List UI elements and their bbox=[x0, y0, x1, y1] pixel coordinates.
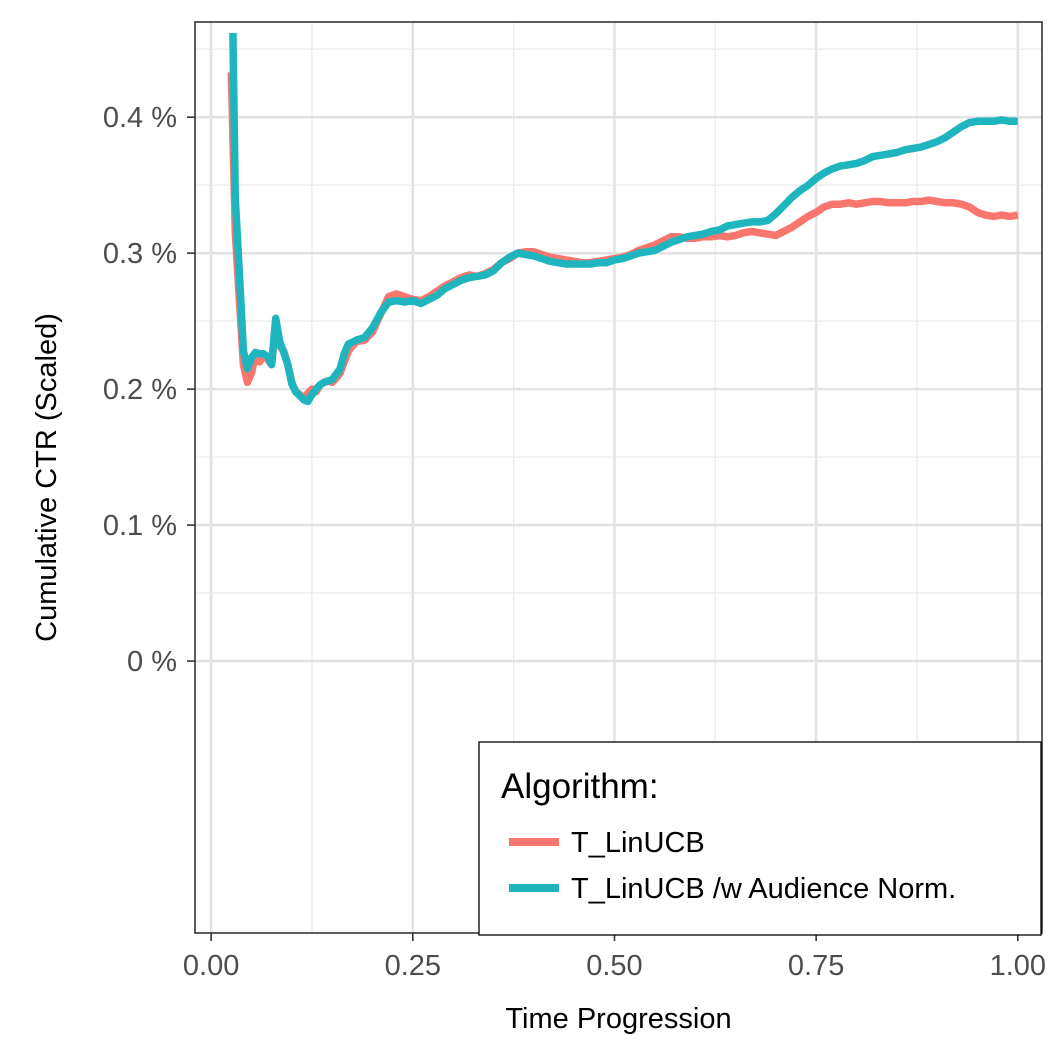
y-tick-label: 0.3 % bbox=[103, 238, 177, 270]
x-tick-label: 0.00 bbox=[183, 950, 239, 982]
minor-gridlines bbox=[195, 22, 1042, 933]
x-tick-label: 0.50 bbox=[586, 950, 642, 982]
major-gridlines bbox=[195, 22, 1042, 933]
legend-items: T_LinUCB T_LinUCB /w Audience Norm. bbox=[509, 827, 956, 905]
y-tick-label: 0 % bbox=[127, 646, 177, 678]
y-tick-label: 0.1 % bbox=[103, 510, 177, 542]
y-axis-title: Cumulative CTR (Scaled) bbox=[31, 313, 63, 642]
series-line-1 bbox=[227, 72, 1019, 403]
legend-label-2: T_LinUCB /w Audience Norm. bbox=[571, 873, 956, 905]
legend-label-1: T_LinUCB bbox=[571, 827, 705, 859]
legend-box bbox=[478, 741, 1042, 936]
x-axis-title: Time Progression bbox=[505, 1003, 731, 1035]
x-tick-label: 0.25 bbox=[385, 950, 441, 982]
x-tick-label: 0.75 bbox=[788, 950, 844, 982]
x-axis-tick-labels: 0.00 0.25 0.50 0.75 1.00 bbox=[183, 950, 1046, 982]
y-tick-label: 0.2 % bbox=[103, 374, 177, 406]
y-axis-tick-labels: 0 % 0.1 % 0.2 % 0.3 % 0.4 % bbox=[103, 102, 177, 678]
x-tick-label: 1.00 bbox=[990, 950, 1046, 982]
series-line-2 bbox=[229, 32, 1018, 406]
y-tick-label: 0.4 % bbox=[103, 102, 177, 134]
legend: Algorithm: T_LinUCB T_LinUCB /w Audience … bbox=[478, 741, 1042, 936]
legend-title: Algorithm: bbox=[501, 767, 659, 806]
series-layer bbox=[227, 32, 1019, 406]
